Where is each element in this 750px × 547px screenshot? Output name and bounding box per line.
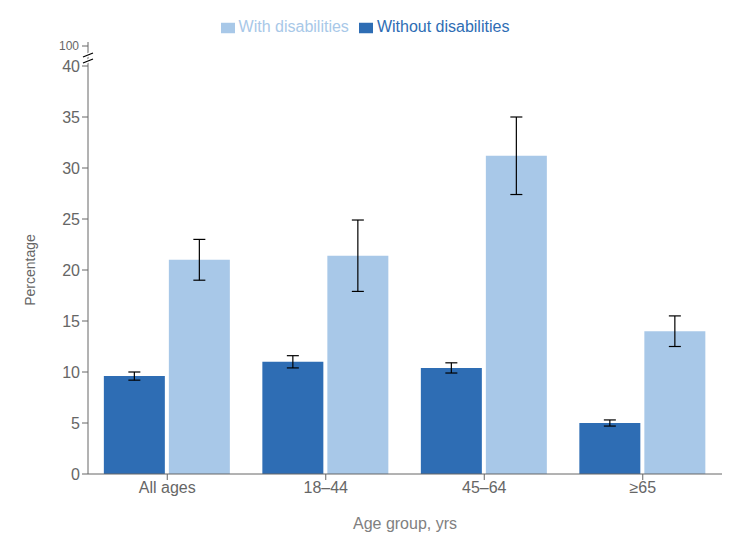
svg-text:Age group, yrs: Age group, yrs [353, 515, 457, 532]
html-text:Without disabilities: Without disabilities [376, 18, 510, 35]
svg-text:15: 15 [62, 313, 80, 330]
svg-text:Percentage: Percentage [22, 234, 38, 306]
svg-text:100: 100 [59, 39, 79, 53]
svg-text:45–64: 45–64 [462, 479, 507, 496]
svg-text:0: 0 [71, 466, 80, 483]
svg-text:5: 5 [71, 415, 80, 432]
svg-text:18–44: 18–44 [304, 479, 349, 496]
svg-text:All ages: All ages [139, 479, 196, 496]
svg-text:20: 20 [62, 262, 80, 279]
html-text:With disabilities: With disabilities [238, 18, 349, 35]
svg-text:10: 10 [62, 364, 80, 381]
svg-text:40: 40 [62, 58, 80, 75]
svg-text:30: 30 [62, 160, 80, 177]
svg-text:35: 35 [62, 109, 80, 126]
svg-text:≥65: ≥65 [629, 479, 656, 496]
svg-text:25: 25 [62, 211, 80, 228]
